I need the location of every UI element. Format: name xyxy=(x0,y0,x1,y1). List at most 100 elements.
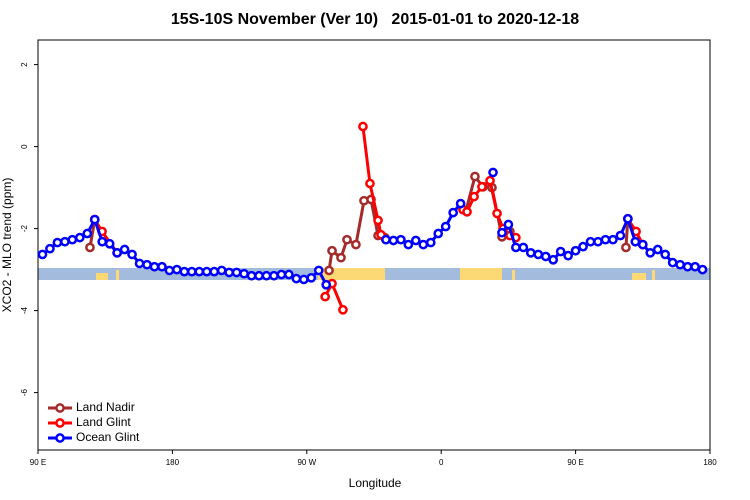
x-tick-label: 180 xyxy=(166,458,180,467)
point xyxy=(351,239,361,250)
point xyxy=(462,206,472,217)
point xyxy=(455,198,466,209)
land-band xyxy=(460,268,502,280)
point xyxy=(209,266,220,277)
point xyxy=(45,243,55,254)
point xyxy=(418,239,429,250)
land-band xyxy=(632,273,646,280)
point xyxy=(548,254,559,265)
point xyxy=(448,207,458,218)
point xyxy=(119,244,130,255)
point xyxy=(585,236,596,247)
point xyxy=(321,279,332,290)
point xyxy=(112,247,122,258)
point xyxy=(239,268,249,279)
point xyxy=(469,191,479,202)
point xyxy=(645,247,656,258)
y-tick-label: 2 xyxy=(20,62,29,67)
point xyxy=(261,270,272,281)
point xyxy=(201,266,212,277)
point xyxy=(652,244,663,255)
point xyxy=(60,236,70,247)
point xyxy=(388,235,399,246)
series-line xyxy=(93,126,645,311)
point xyxy=(600,234,611,245)
surface-mask xyxy=(38,268,710,280)
point xyxy=(52,237,63,248)
point xyxy=(533,249,544,260)
point xyxy=(67,234,78,245)
point xyxy=(298,274,309,285)
point xyxy=(291,273,302,284)
land-band xyxy=(512,270,515,280)
point xyxy=(440,221,451,232)
point xyxy=(410,235,421,246)
legend-label: Ocean Glint xyxy=(76,430,140,444)
y-tick-label: -2 xyxy=(20,224,29,232)
point xyxy=(82,228,93,239)
point xyxy=(194,266,205,277)
point xyxy=(142,259,152,270)
point xyxy=(503,219,514,230)
point xyxy=(492,208,502,219)
point xyxy=(433,228,444,239)
point xyxy=(425,237,436,248)
point xyxy=(690,261,700,272)
point xyxy=(358,121,368,132)
point xyxy=(373,215,383,226)
point xyxy=(216,265,227,276)
point xyxy=(342,234,352,245)
y-tick-label: -4 xyxy=(20,306,29,314)
point xyxy=(306,272,317,283)
legend-label: Land Glint xyxy=(76,415,131,429)
point xyxy=(637,239,648,250)
point xyxy=(246,270,257,281)
x-tick-label: 90 W xyxy=(297,458,316,467)
point xyxy=(320,291,331,302)
point xyxy=(338,304,348,315)
point xyxy=(336,252,346,263)
point xyxy=(570,245,581,256)
point xyxy=(172,264,182,275)
point xyxy=(563,250,573,261)
point xyxy=(667,257,678,268)
point xyxy=(477,181,487,192)
point xyxy=(97,236,108,247)
point xyxy=(37,249,48,260)
point xyxy=(231,267,242,278)
x-tick-label: 90 E xyxy=(30,458,46,467)
legend-marker xyxy=(55,418,65,428)
point xyxy=(104,238,115,249)
point xyxy=(313,265,324,276)
point xyxy=(621,242,631,253)
land-band xyxy=(96,273,108,280)
y-tick-label: 0 xyxy=(20,144,29,149)
y-tick-label: -6 xyxy=(20,388,29,396)
point xyxy=(630,236,641,247)
x-axis-label: Longitude xyxy=(349,476,402,490)
point xyxy=(365,178,375,189)
point xyxy=(488,167,498,178)
point xyxy=(697,264,708,275)
point xyxy=(485,175,495,186)
x-tick-label: 180 xyxy=(703,458,717,467)
point xyxy=(164,265,175,276)
legend-marker xyxy=(55,403,65,413)
land-band xyxy=(652,270,655,280)
point xyxy=(660,249,671,260)
point xyxy=(276,269,287,280)
point xyxy=(269,270,279,281)
point xyxy=(85,242,95,253)
land-band xyxy=(116,270,119,280)
plot-frame xyxy=(37,39,711,451)
point xyxy=(127,249,137,260)
point xyxy=(327,245,337,256)
point xyxy=(511,242,521,253)
point xyxy=(134,258,145,269)
legend-label: Land Nadir xyxy=(76,400,135,414)
point xyxy=(675,259,685,270)
point xyxy=(615,230,626,241)
x-tick-label: 0 xyxy=(439,458,444,467)
